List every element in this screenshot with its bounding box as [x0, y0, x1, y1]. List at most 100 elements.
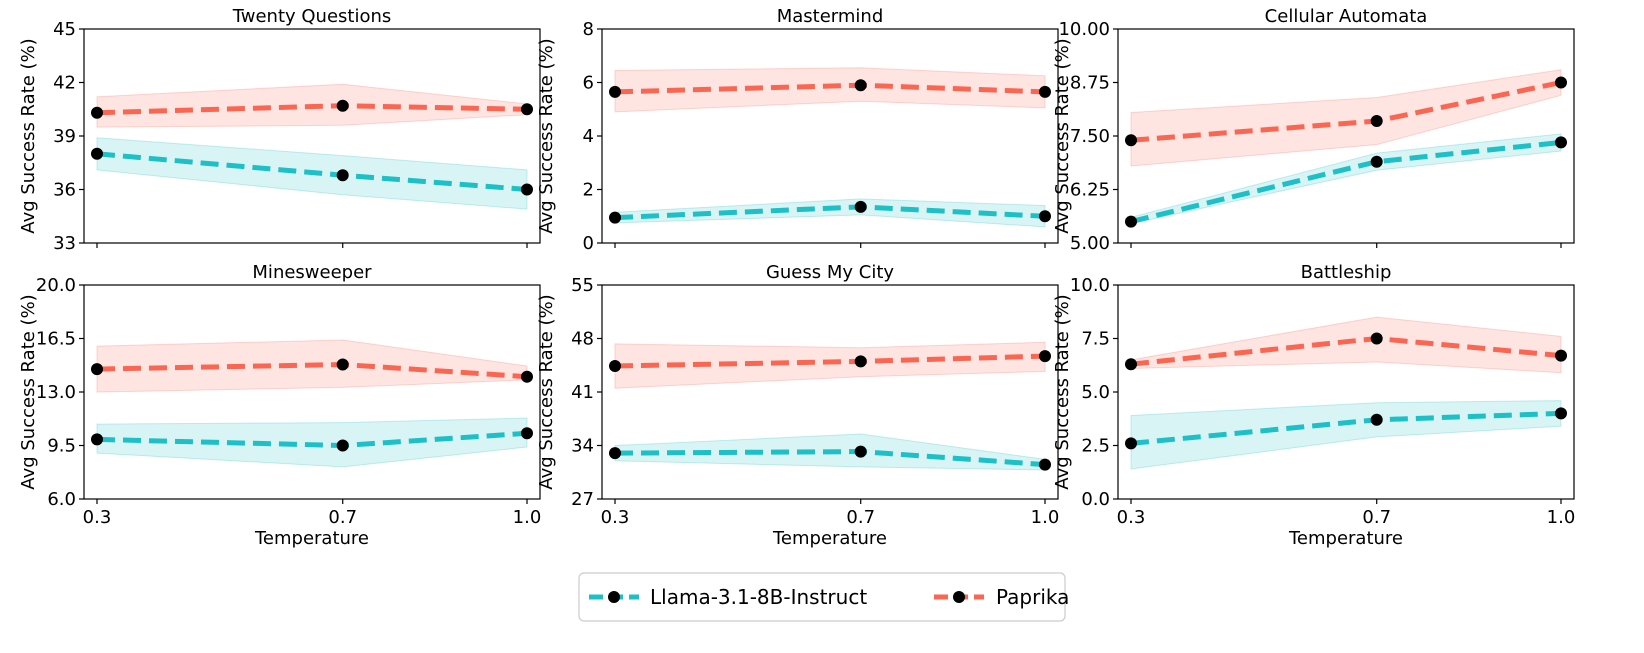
data-point-llama	[1370, 155, 1383, 168]
x-axis-label: Temperature	[254, 528, 369, 549]
y-tick-label: 6	[583, 73, 594, 94]
y-tick-label: 5.0	[1081, 382, 1110, 403]
y-tick-label: 33	[53, 233, 76, 254]
y-axis-label: Avg Success Rate (%)	[18, 38, 39, 233]
data-point-paprika	[854, 355, 867, 368]
axes-frame	[1117, 284, 1575, 500]
y-tick-label: 48	[571, 329, 594, 350]
data-point-paprika	[854, 79, 867, 92]
subplot-mastermind: 0 2 4 6 8 Mastermind Avg Success Rate (%)	[536, 6, 1059, 254]
x-axis-label: Temperature	[1288, 528, 1403, 549]
data-point-llama	[609, 211, 621, 224]
subplot-title: Cellular Automata	[1265, 6, 1428, 27]
data-point-paprika	[1555, 349, 1567, 362]
y-tick-label: 20.0	[36, 275, 76, 296]
subplot-twenty-questions: 33 36 39 42 45 Twenty Questions Avg Success Ra…	[18, 6, 541, 254]
y-tick-label: 8.75	[1070, 73, 1110, 94]
legend-marker-paprika	[953, 591, 965, 603]
subplot-title: Twenty Questions	[232, 6, 392, 27]
data-point-llama	[1125, 437, 1137, 450]
y-tick-label: 16.5	[36, 329, 76, 350]
legend-label-llama: Llama-3.1-8B-Instruct	[650, 585, 867, 609]
y-tick-label: 42	[53, 73, 76, 94]
y-tick-label: 41	[571, 382, 594, 403]
data-point-llama	[336, 169, 349, 182]
subplot-guess-my-city: 27 34 41 48 55 0.3 0.7 1.0 Guess My City Avg Succ…	[536, 262, 1059, 549]
y-tick-label: 0.0	[1081, 489, 1110, 510]
data-point-paprika	[1125, 134, 1137, 147]
y-tick-label: 8	[583, 19, 594, 40]
confidence-band-paprika	[614, 341, 1046, 389]
data-point-paprika	[1555, 76, 1567, 89]
subplot-title: Minesweeper	[252, 262, 372, 283]
data-point-llama	[1039, 458, 1051, 471]
data-point-llama	[1555, 407, 1567, 420]
data-point-paprika	[609, 85, 621, 98]
y-tick-label: 10.0	[1070, 275, 1110, 296]
x-tick-label: 0.7	[1362, 507, 1391, 528]
y-tick-label: 2.5	[1081, 436, 1110, 457]
x-tick-label: 0.7	[846, 507, 875, 528]
x-tick-label: 0.3	[601, 507, 630, 528]
data-point-llama	[521, 427, 533, 440]
data-point-paprika	[91, 363, 103, 376]
subplot-battleship: 0.0 2.5 5.0 7.5 10.0 0.3 0.7 1.0 Battleship Avg S…	[1052, 262, 1575, 549]
y-axis-label: Avg Success Rate (%)	[1052, 294, 1073, 489]
y-tick-label: 7.5	[1081, 329, 1110, 350]
data-point-llama	[1370, 413, 1383, 426]
y-tick-label: 13.0	[36, 382, 76, 403]
x-tick-label: 1.0	[1547, 507, 1576, 528]
data-point-paprika	[1039, 350, 1051, 363]
data-point-llama	[1555, 136, 1567, 149]
y-axis-label: Avg Success Rate (%)	[536, 38, 557, 233]
legend-box	[578, 572, 1066, 622]
y-tick-label: 39	[53, 126, 76, 147]
x-tick-label: 1.0	[513, 507, 542, 528]
confidence-band-paprika	[1130, 316, 1562, 374]
data-point-llama	[521, 183, 533, 196]
data-point-paprika	[1370, 332, 1383, 345]
data-point-paprika	[1370, 115, 1383, 127]
data-point-paprika	[336, 358, 349, 371]
legend: Llama-3.1-8B-Instruct Paprika	[578, 572, 1069, 622]
y-tick-label: 36	[53, 180, 76, 201]
series-line-llama	[1130, 139, 1562, 225]
confidence-band-paprika	[1130, 69, 1562, 167]
data-point-llama	[854, 200, 867, 213]
x-tick-label: 1.0	[1031, 507, 1060, 528]
y-tick-label: 6.25	[1070, 180, 1110, 201]
data-point-paprika	[521, 103, 533, 116]
y-tick-label: 55	[571, 275, 594, 296]
data-point-llama	[609, 447, 621, 460]
x-axis-label: Temperature	[772, 528, 887, 549]
x-tick-label: 0.3	[1117, 507, 1146, 528]
x-tick-label: 0.3	[83, 507, 112, 528]
data-point-paprika	[1039, 85, 1051, 98]
y-axis-label: Avg Success Rate (%)	[536, 294, 557, 489]
subplot-title: Battleship	[1301, 262, 1392, 283]
subplot-title: Mastermind	[777, 6, 884, 27]
data-point-paprika	[521, 370, 533, 383]
data-point-llama	[854, 445, 867, 458]
y-tick-label: 45	[53, 19, 76, 40]
y-tick-label: 7.50	[1070, 126, 1110, 147]
axes-frame	[83, 284, 541, 500]
y-tick-label: 0	[583, 233, 594, 254]
y-axis-label: Avg Success Rate (%)	[18, 294, 39, 489]
data-point-paprika	[1125, 358, 1137, 371]
legend-marker-llama	[608, 591, 620, 603]
y-axis-label: Avg Success Rate (%)	[1052, 38, 1073, 233]
subplot-title: Guess My City	[766, 262, 894, 283]
y-tick-label: 2	[583, 180, 594, 201]
data-point-llama	[336, 439, 349, 452]
subplot-minesweeper: 6.0 9.5 13.0 16.5 20.0 0.3 0.7 1.0 Minesweeper Av…	[18, 262, 541, 549]
axes-frame	[83, 28, 541, 244]
y-tick-label: 27	[571, 489, 594, 510]
data-point-llama	[91, 433, 103, 446]
confidence-band-paprika	[614, 67, 1046, 113]
data-point-paprika	[336, 99, 349, 112]
subplot-cellular-automata: 5.00 6.25 7.50 8.75 10.00 Cellular Automata Av…	[1052, 6, 1575, 254]
data-point-llama	[1125, 215, 1137, 228]
y-tick-label: 6.0	[47, 489, 76, 510]
